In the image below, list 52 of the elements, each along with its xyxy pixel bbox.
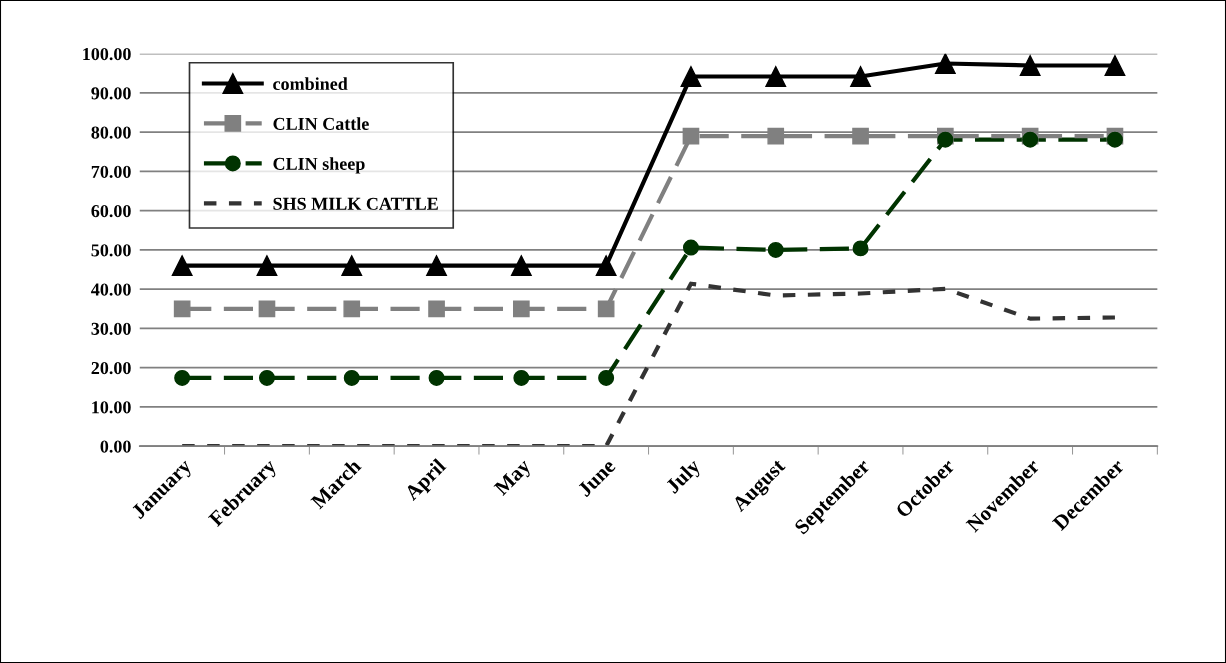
point — [513, 300, 530, 318]
x-tick-label: July — [664, 457, 705, 498]
y-tick-label: 10.00 — [92, 401, 131, 414]
y-tick-label: 100.00 — [83, 47, 131, 61]
point — [1022, 131, 1039, 148]
point — [682, 239, 699, 256]
point — [428, 300, 445, 318]
legend-label: SHS MILK CATTLE — [273, 197, 438, 210]
point — [680, 66, 702, 87]
y-tick-label: 0.00 — [100, 440, 131, 453]
y-tick-label: 70.00 — [91, 165, 131, 178]
point — [597, 300, 615, 318]
point — [595, 255, 617, 277]
x-tick-label: June — [577, 458, 617, 498]
point — [937, 131, 954, 148]
point — [258, 369, 275, 386]
y-tick-label: 30.00 — [91, 322, 131, 335]
point — [850, 66, 871, 87]
legend-label: CLIN sheep — [273, 157, 365, 174]
point — [852, 127, 869, 145]
point — [1106, 131, 1123, 148]
point — [767, 241, 784, 258]
point — [765, 66, 787, 87]
y-tick-label: 40.00 — [91, 283, 131, 296]
point — [767, 127, 785, 145]
y-tick-label: 90.00 — [91, 87, 131, 100]
point — [258, 300, 276, 318]
point — [426, 255, 447, 277]
point — [1104, 55, 1126, 76]
point — [1019, 55, 1041, 76]
point — [934, 53, 956, 74]
point — [428, 369, 445, 386]
line-series — [180, 281, 1118, 447]
point — [173, 300, 191, 318]
y-tick-label: 20.00 — [91, 361, 131, 375]
y-tick-label: 60.00 — [91, 204, 131, 218]
y-tick-label: 80.00 — [91, 126, 131, 139]
point — [341, 255, 363, 277]
point — [682, 127, 700, 145]
point — [343, 369, 360, 386]
point — [598, 369, 615, 386]
y-tick-label: 50.00 — [91, 244, 131, 257]
x-tick-label: May — [493, 457, 535, 500]
point — [174, 369, 191, 386]
legend-label: combined — [273, 77, 348, 90]
point — [171, 255, 193, 277]
point — [343, 300, 361, 318]
point — [513, 369, 530, 386]
point — [852, 240, 869, 257]
legend-label: CLIN Cattle — [273, 117, 369, 130]
point — [510, 255, 532, 277]
point — [256, 255, 278, 277]
